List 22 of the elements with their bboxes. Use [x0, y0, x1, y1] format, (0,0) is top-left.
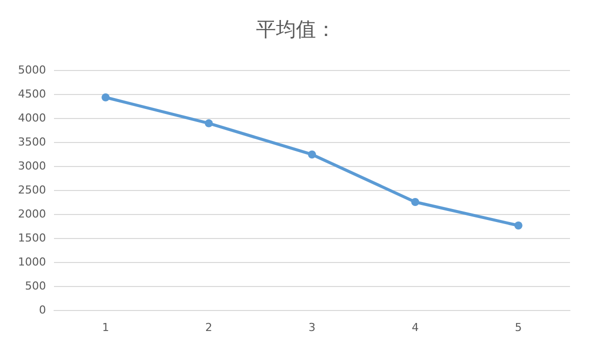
- point: [411, 198, 420, 206]
- x-tick-label: 1: [102, 321, 110, 334]
- point: [308, 150, 316, 158]
- point: [102, 93, 110, 102]
- y-tick-label: 3500: [18, 136, 46, 148]
- y-tick-label: 2000: [18, 208, 46, 220]
- y-tick-label: 4500: [18, 88, 46, 100]
- y-tick-label: 1500: [18, 232, 46, 244]
- x-tick-label: 4: [412, 321, 419, 334]
- y-tick-label: 0: [39, 304, 46, 316]
- x-tick-label: 3: [308, 321, 316, 334]
- y-tick-label: 5000: [18, 64, 46, 76]
- point: [514, 222, 522, 230]
- x-tick-label: 5: [514, 321, 522, 334]
- y-tick-label: 1000: [18, 256, 46, 268]
- point: [204, 119, 213, 128]
- x-tick-label: 2: [205, 321, 212, 334]
- y-tick-label: 500: [25, 280, 46, 292]
- chart-title: 平均值：: [256, 17, 336, 41]
- y-tick-label: 3000: [18, 160, 46, 172]
- y-tick-label: 4000: [18, 112, 46, 124]
- y-tick-label: 2500: [18, 184, 46, 196]
